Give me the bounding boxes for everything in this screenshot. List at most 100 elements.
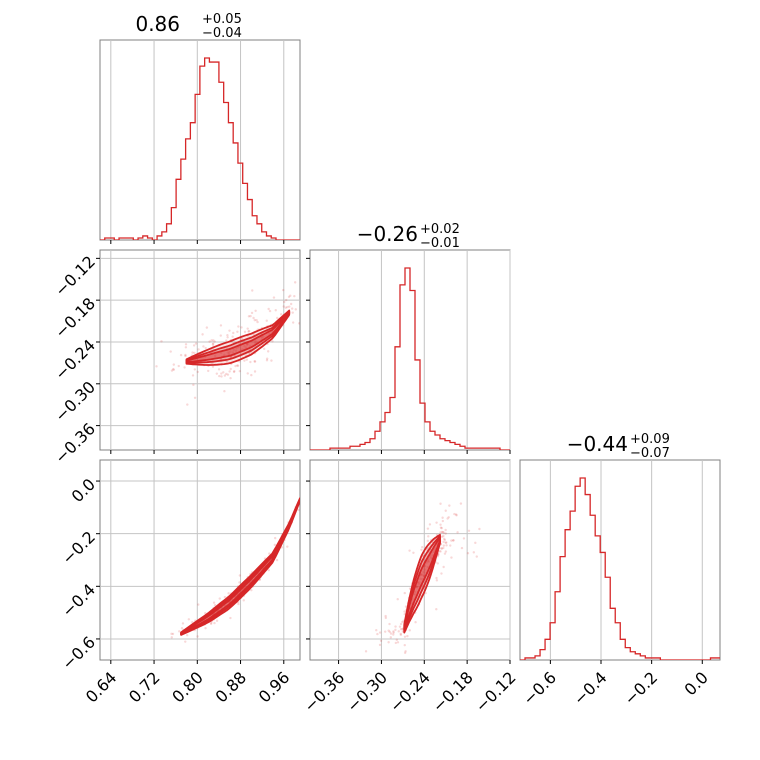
corner-1-0-sample-8	[293, 294, 296, 298]
corner-1-0-sample-150	[160, 340, 163, 343]
corner-2-1-sample-182	[423, 568, 427, 571]
corner-2-1-sample-200	[452, 539, 455, 542]
corner-2-1-sample-77	[417, 582, 421, 586]
corner-2-1-grid	[310, 460, 511, 660]
corner-1-0-sample-12	[196, 370, 199, 374]
corner-1-0-sample-209	[227, 353, 231, 356]
corner-1-0-sample-3	[228, 329, 231, 332]
corner-1-0-ticks: −0.12−0.18−0.24−0.30−0.36	[51, 252, 285, 467]
corner-1-0-sample-114	[253, 318, 256, 322]
corner-1-0-sample-219	[227, 351, 231, 354]
corner-1-0-sample-155	[253, 370, 257, 373]
corner-1-0-sample-119	[265, 357, 269, 360]
corner-1-0-sample-48	[268, 309, 272, 313]
corner-2-1-sample-151	[396, 641, 400, 644]
corner-1-0-sample-122	[266, 350, 270, 353]
corner-2-1-sample-34	[475, 555, 478, 558]
corner-2-1-sample-235	[439, 502, 442, 505]
corner-2-0-sample-236	[209, 622, 213, 626]
corner-2-0-sample-228	[215, 619, 219, 622]
diag-0-title-minus: −0.04	[202, 26, 242, 41]
corner-1-0-sample-164	[299, 293, 300, 296]
corner-1-0-sample-120	[236, 330, 239, 334]
corner-2-0-sample-98	[223, 595, 227, 599]
corner-2-0-sample-111	[209, 621, 213, 624]
corner-2-1-sample-251	[449, 544, 452, 547]
corner-2-1-sample-32	[442, 546, 445, 550]
corner-2-0-sample-45	[238, 581, 241, 584]
corner-1-0-sample-172	[233, 369, 236, 373]
corner-1-0-sample-63	[184, 346, 188, 349]
corner-1-0-sample-67	[236, 364, 239, 367]
corner-1-0-sample-153	[219, 324, 223, 327]
corner-1-0-sample-249	[268, 332, 271, 335]
corner-1-0-sample-189	[194, 342, 198, 345]
corner-1-0-sample-180	[291, 321, 295, 324]
corner-2-1-sample-124	[413, 590, 417, 594]
corner-2-1-sample-196	[406, 634, 409, 638]
corner-1-0-sample-151	[223, 390, 226, 393]
diag-1-histogram-step	[310, 267, 510, 450]
corner-2-0-sample-151	[191, 620, 194, 624]
corner-2-1-sample-189	[388, 622, 391, 626]
corner-2-1-sample-155	[394, 641, 398, 645]
corner-1-0-sample-220	[256, 320, 259, 324]
corner-2-0-sample-193	[181, 622, 185, 625]
corner-1-0-sample-205	[271, 340, 274, 343]
corner-2-0: 0.64 0.72 0.80 0.88 0.96 0.0 −0.2 −0.4 −0.6	[58, 459, 302, 707]
corner-1-0-frame	[99, 249, 301, 451]
corner-2-1-sample-257	[442, 531, 445, 534]
corner-2-1-sample-69	[440, 535, 444, 539]
corner-2-0-sample-167	[237, 602, 240, 606]
corner-1-0-sample-241	[290, 307, 294, 310]
corner-2-1-sample-203	[399, 633, 403, 637]
corner-2-1-sample-212	[478, 527, 481, 531]
diag-0-frame	[99, 39, 301, 241]
corner-2-0-sample-128	[268, 552, 271, 555]
corner-1-0-sample-92	[229, 350, 232, 353]
corner-2-1-sample-150	[435, 521, 438, 524]
corner-2-0-sample-109	[171, 632, 175, 636]
corner-2-1-sample-176	[441, 516, 444, 519]
corner-1-0-sample-108	[169, 350, 172, 353]
corner-2-0-ytick-label-0: 0.0	[68, 475, 99, 506]
corner-2-1-sample-258	[462, 537, 466, 540]
diag-1-histogram	[310, 267, 510, 450]
corner-2-1-sample-83	[443, 552, 447, 555]
corner-1-0-ytick-label-0: −0.12	[51, 252, 99, 300]
diag-0-title-median: 0.86	[135, 12, 180, 36]
corner-2-1-sample-38	[422, 571, 425, 574]
corner-1-0-sample-135	[212, 342, 215, 346]
corner-2-1-sample-144	[408, 549, 411, 552]
corner-1-0-sample-33	[205, 326, 209, 329]
corner-1-0-sample-30	[201, 333, 204, 336]
corner-2-0-sample-1	[300, 504, 302, 506]
corner-1-0-sample-129	[238, 369, 242, 373]
corner-2-1-sample-199	[447, 516, 450, 519]
corner-1-0-sample-41	[262, 335, 265, 338]
corner-1-0-sample-102	[234, 349, 238, 352]
corner-2-1-sample-110	[424, 591, 427, 595]
diag-1-title-minus: −0.01	[420, 236, 460, 251]
corner-1-0-sample-109	[301, 338, 303, 340]
corner-2-1-sample-191	[403, 635, 407, 638]
corner-1-0-sample-78	[289, 302, 293, 306]
corner-2-0-xtick-label-0: 0.64	[82, 668, 121, 707]
corner-2-1-sample-33	[442, 540, 445, 544]
corner-2-1-sample-134	[404, 605, 408, 608]
corner-2-1-sample-195	[404, 650, 407, 653]
corner-1-0-sample-95	[243, 330, 247, 334]
corner-1-0-sample-7	[207, 369, 210, 373]
corner-1-0-sample-103	[211, 365, 215, 368]
corner-2-1-sample-228	[415, 586, 419, 589]
diag-0-title-plus: +0.05	[202, 12, 242, 27]
corner-2-1-sample-122	[442, 565, 445, 569]
corner-2-1-sample-239	[454, 513, 458, 516]
diag-2-xtick-label-3: 0.0	[681, 668, 712, 699]
corner-1-0-sample-201	[307, 312, 309, 314]
corner-1-0-sample-204	[184, 354, 187, 358]
corner-1-0-sample-86	[223, 353, 226, 356]
corner-2-0-xtick-label-3: 0.88	[212, 668, 251, 707]
corner-2-1-sample-130	[401, 620, 404, 624]
corner-2-0-sample-234	[267, 568, 270, 572]
